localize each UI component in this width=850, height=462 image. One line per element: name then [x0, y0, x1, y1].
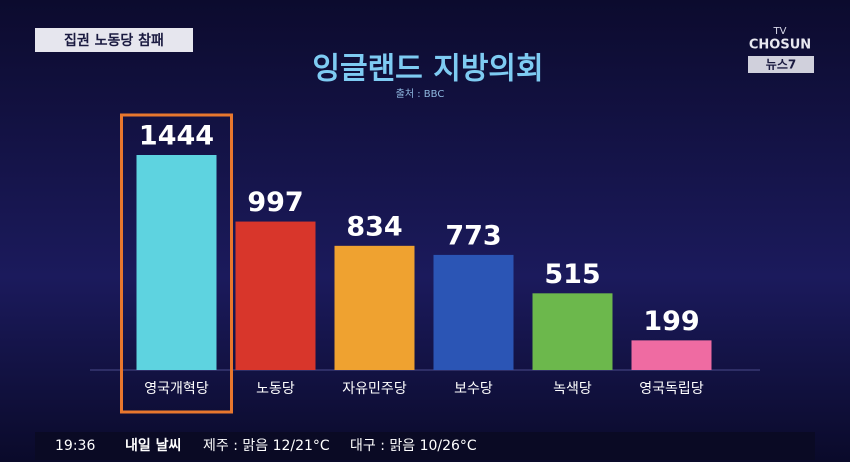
- ticker-item: 제주 : 맑음 12/21°C: [203, 438, 330, 454]
- highlight-box: [120, 113, 233, 414]
- bar: [532, 293, 613, 370]
- value-label: 997: [247, 187, 303, 218]
- category-label: 자유민주당: [342, 381, 407, 397]
- ticker-bar: [35, 432, 815, 460]
- category-label: 영국독립당: [639, 381, 704, 397]
- category-label: 영국개혁당: [144, 381, 209, 397]
- value-label: 515: [544, 259, 600, 290]
- bar: [334, 245, 415, 370]
- header-tag-box: [35, 28, 193, 52]
- ticker-label: 내일 날씨: [125, 438, 181, 454]
- bar: [433, 254, 514, 370]
- logo-program: 뉴스7: [766, 58, 796, 72]
- logo-top: TV: [773, 26, 787, 37]
- bar: [136, 155, 217, 370]
- category-label: 노동당: [256, 381, 295, 397]
- logo-program-box: [748, 56, 814, 73]
- chart-title: 잉글랜드 지방의회: [312, 52, 543, 87]
- logo-brand: CHOSUN: [749, 38, 811, 53]
- value-label: 1444: [139, 121, 214, 152]
- category-label: 보수당: [454, 381, 493, 397]
- value-label: 773: [445, 220, 501, 251]
- chart-subtitle: 출처 : BBC: [396, 88, 445, 100]
- value-label: 199: [643, 306, 699, 337]
- category-label: 녹색당: [553, 381, 592, 397]
- bar: [235, 221, 316, 370]
- ticker-item: 대구 : 맑음 10/26°C: [350, 438, 477, 454]
- bar: [631, 340, 712, 370]
- ticker-time: 19:36: [55, 438, 95, 454]
- value-label: 834: [346, 211, 402, 242]
- header-tag: 집권 노동당 참패: [64, 32, 164, 49]
